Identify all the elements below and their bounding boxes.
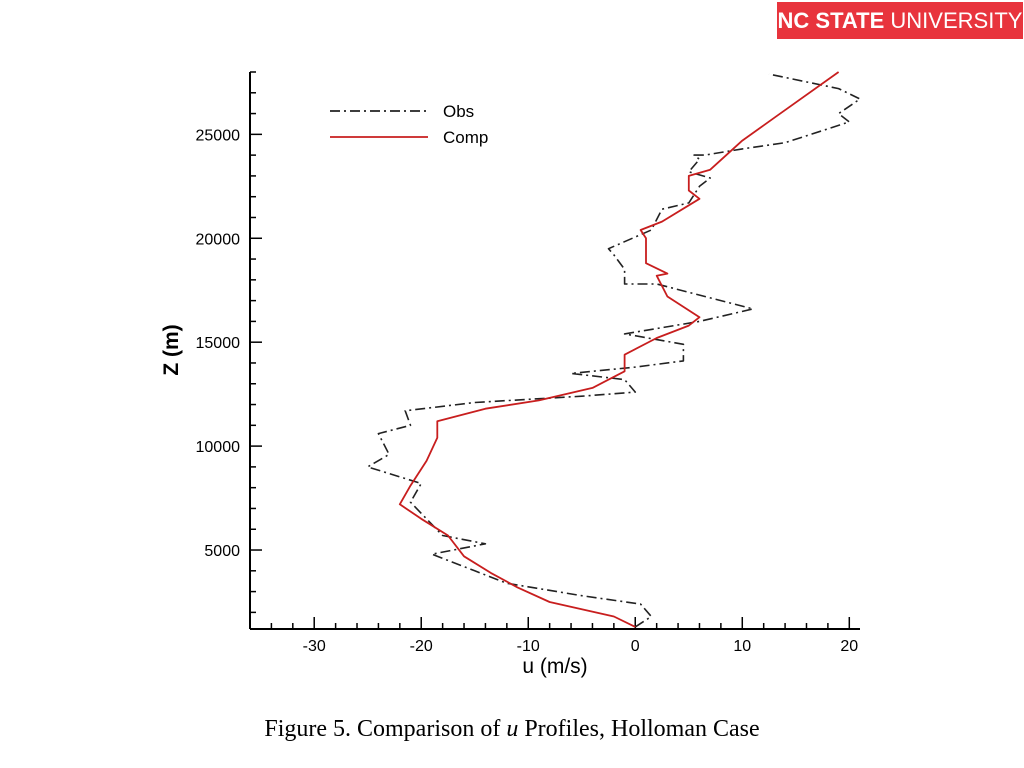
x-tick-label: 0	[631, 638, 640, 655]
legend-label-comp: Comp	[443, 128, 488, 147]
y-axis-title: Z (m)	[160, 324, 183, 375]
y-tick-label: 10000	[196, 439, 241, 456]
line-chart: -30 -20 -10 0 10 20 5000 10000 15000 20000 25000 O…	[160, 71, 861, 678]
legend-label-obs: Obs	[443, 102, 474, 121]
ncsu-logo: NC STATE UNIVERSITY	[777, 2, 1023, 39]
x-tick-label: -10	[517, 638, 540, 655]
series-line-comp	[398, 71, 840, 628]
chart-axes: -30 -20 -10 0 10 20 5000 10000 15000 20000 25000	[196, 71, 860, 655]
y-tick-label: 25000	[196, 127, 241, 144]
logo-regular-text: UNIVERSITY	[890, 8, 1023, 33]
x-tick-label: 10	[733, 638, 751, 655]
caption-suffix: Profiles, Holloman Case	[518, 716, 760, 742]
chart-series	[366, 71, 861, 628]
x-tick-label: 20	[840, 638, 858, 655]
figure-caption: Figure 5. Comparison of u Profiles, Holl…	[0, 716, 1024, 743]
caption-variable: u	[506, 716, 519, 742]
x-tick-label: -20	[410, 638, 433, 655]
x-tick-label: -30	[303, 638, 326, 655]
y-tick-label: 15000	[196, 335, 241, 352]
y-tick-label: 20000	[196, 231, 241, 248]
chart-legend: Obs Comp	[330, 102, 488, 147]
x-axis-title: u (m/s)	[522, 655, 587, 678]
series-line-obs	[366, 73, 861, 628]
logo-bold-text: NC STATE	[777, 8, 885, 33]
caption-prefix: Figure 5. Comparison of	[264, 716, 507, 742]
y-tick-label: 5000	[204, 543, 240, 560]
